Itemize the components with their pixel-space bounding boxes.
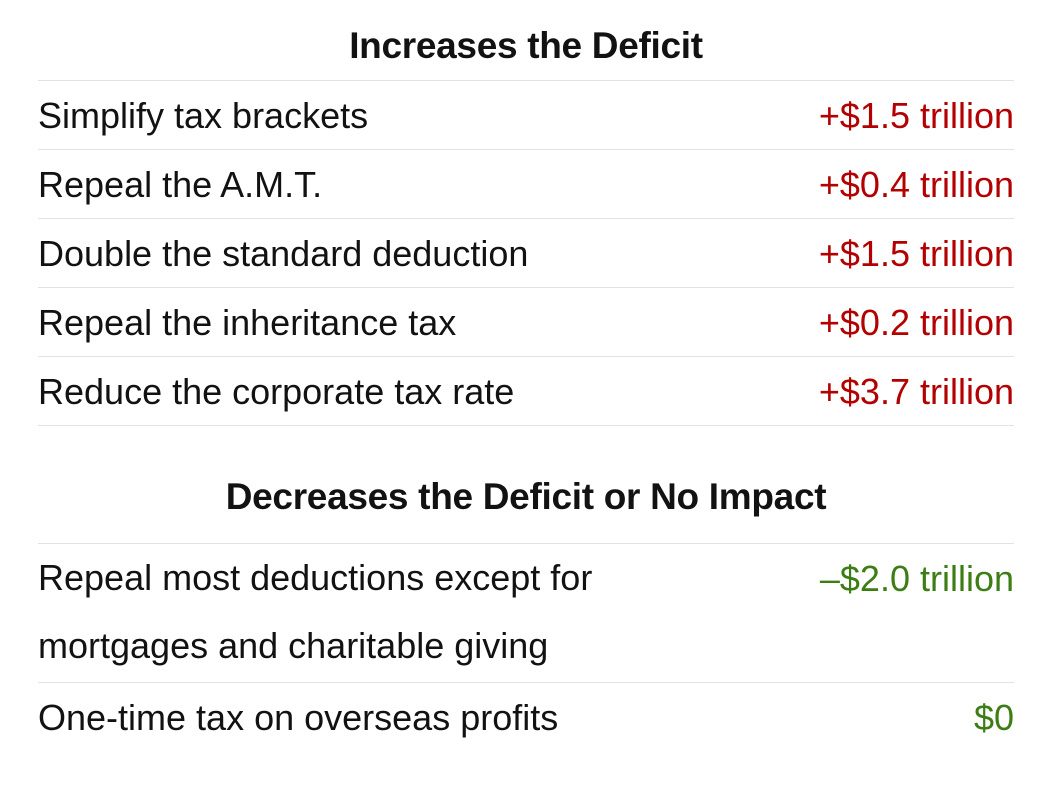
row-value: +$3.7 trillion (818, 371, 1014, 412)
decreases-section: Decreases the Deficit or No Impact Repea… (38, 478, 1014, 752)
increases-section: Increases the Deficit Simplify tax brack… (38, 0, 1014, 426)
table-row: Repeal the A.M.T. +$0.4 trillion (38, 150, 1014, 219)
row-value: +$0.4 trillion (818, 164, 1014, 205)
row-label: Simplify tax brackets (38, 95, 369, 136)
row-value: $0 (973, 697, 1014, 738)
table-row: Reduce the corporate tax rate +$3.7 tril… (38, 357, 1014, 426)
table-row: Double the standard deduction +$1.5 tril… (38, 219, 1014, 288)
decreases-rows: Repeal most deductions except for mortga… (38, 543, 1014, 752)
row-label: Repeal the A.M.T. (38, 164, 323, 205)
deficit-impact-table: Increases the Deficit Simplify tax brack… (38, 0, 1014, 752)
row-label: One-time tax on overseas profits (38, 697, 559, 738)
increases-rows: Simplify tax brackets +$1.5 trillion Rep… (38, 80, 1014, 426)
table-row: Repeal the inheritance tax +$0.2 trillio… (38, 288, 1014, 357)
row-label: Repeal most deductions except for mortga… (38, 557, 593, 666)
table-row: Repeal most deductions except for mortga… (38, 544, 1014, 683)
row-label: Double the standard deduction (38, 233, 529, 274)
row-value: +$1.5 trillion (818, 233, 1014, 274)
row-value: +$0.2 trillion (818, 302, 1014, 343)
row-label: Reduce the corporate tax rate (38, 371, 515, 412)
row-value: +$1.5 trillion (818, 95, 1014, 136)
table-row: Simplify tax brackets +$1.5 trillion (38, 81, 1014, 150)
decreases-section-title: Decreases the Deficit or No Impact (225, 476, 827, 517)
table-row: One-time tax on overseas profits $0 (38, 683, 1014, 752)
row-value: –$2.0 trillion (819, 558, 1014, 599)
row-label: Repeal the inheritance tax (38, 302, 457, 343)
increases-section-title: Increases the Deficit (349, 25, 703, 66)
